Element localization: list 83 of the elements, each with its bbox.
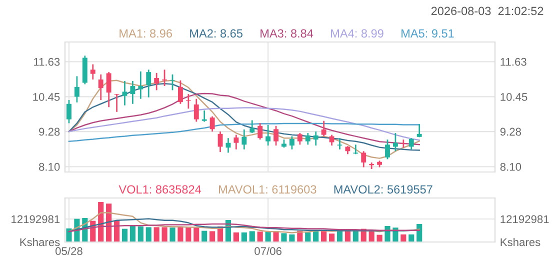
text: MA4: 8.99 [331, 29, 384, 38]
text: 12192981 [500, 215, 549, 224]
candlestick [274, 125, 278, 146]
candlestick [242, 128, 247, 150]
bar [154, 227, 160, 242]
candlestick [130, 80, 136, 105]
text: MAVOL2: 5619557 [334, 185, 432, 194]
candlestick [178, 80, 183, 105]
bar [400, 234, 406, 242]
text: MA3: 8.84 [260, 29, 314, 38]
series-label: VOL1: 8635824 [118, 185, 202, 194]
bar [66, 228, 72, 242]
text: MA5: 9.51 [402, 29, 454, 38]
bar [210, 231, 216, 242]
candlestick [98, 74, 104, 101]
candlestick [361, 150, 366, 168]
bar [257, 232, 263, 242]
y-tick-label: 10.45 [33, 93, 60, 101]
candlestick [289, 136, 294, 150]
candlestick [416, 123, 422, 138]
bar [194, 228, 200, 242]
bar [138, 226, 144, 242]
text: 12192981 [12, 215, 60, 224]
text: Kshares [20, 238, 60, 246]
candlestick [250, 120, 255, 134]
x-tick-label: 05/28 [56, 246, 82, 256]
candlestick [392, 132, 398, 152]
candlestick [74, 76, 80, 104]
bar [352, 231, 358, 242]
candlestick [258, 122, 263, 140]
candlestick [90, 64, 96, 80]
text: MA1: 8.96 [120, 29, 172, 38]
candlestick [329, 134, 334, 146]
bar [178, 226, 184, 242]
candlestick [385, 138, 390, 160]
bar [122, 228, 128, 242]
candlestick [305, 132, 310, 146]
candlestick [313, 130, 318, 146]
bar [408, 234, 414, 242]
candlestick [266, 124, 271, 146]
candlestick [106, 71, 112, 108]
candlestick [122, 80, 128, 106]
bar [170, 228, 176, 242]
y2-tick-label: 8.10 [500, 162, 522, 171]
candlestick [337, 137, 342, 150]
candlestick [146, 68, 152, 98]
y2-tick-label: 10.45 [500, 93, 528, 101]
bar [281, 233, 287, 242]
bar [202, 230, 208, 242]
y2-tick-label: 9.28 [500, 128, 522, 136]
x-tick-label: 07/06 [254, 246, 282, 256]
candlestick [234, 134, 239, 150]
bar [146, 227, 152, 242]
bar [241, 232, 247, 242]
bar [186, 227, 192, 242]
y-tick-label: 9.28 [39, 128, 60, 136]
bar [328, 234, 335, 242]
y-tick-label: 11.63 [34, 58, 60, 66]
bar [233, 232, 239, 242]
candlestick [66, 99, 72, 124]
bar [130, 225, 136, 242]
candlestick [353, 144, 358, 155]
candlestick [154, 72, 160, 91]
y2-tick-label: 11.63 [500, 58, 526, 66]
bar [289, 234, 295, 242]
text: MAVOL1: 6119603 [219, 185, 316, 194]
candlestick [162, 68, 168, 87]
candlestick [194, 98, 199, 122]
bar [162, 227, 168, 242]
candlestick [321, 120, 326, 137]
text: MA2: 8.65 [190, 29, 242, 38]
candlestick [210, 116, 215, 132]
bar [249, 231, 255, 242]
text: Kshares [500, 238, 540, 246]
text: 2026-08-03 21:02:52 [431, 6, 544, 16]
bar [265, 232, 271, 242]
candlestick [138, 70, 144, 100]
candlestick [408, 137, 414, 150]
candlestick [202, 110, 207, 122]
bar [384, 226, 390, 242]
candlestick [297, 132, 302, 146]
bar [305, 232, 311, 242]
y-tick-label: 8.10 [39, 162, 60, 171]
